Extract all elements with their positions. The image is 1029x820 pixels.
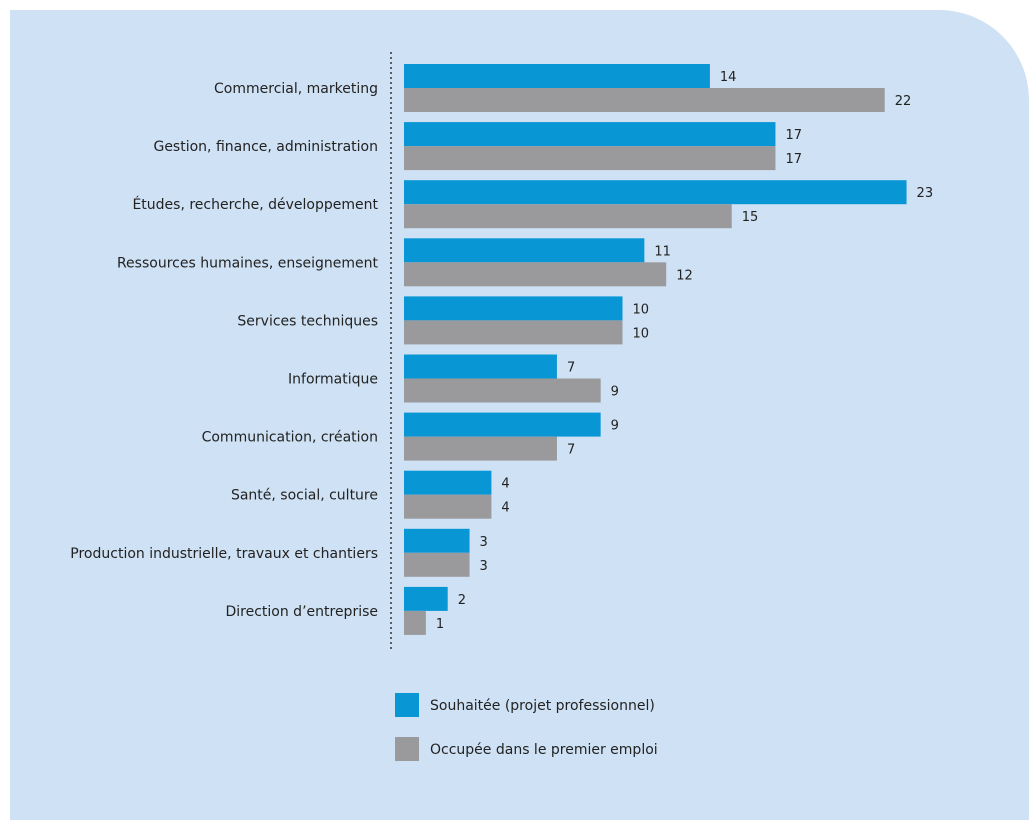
chart-panel: Commercial, marketing 14 22 Gestion, financ… [10, 10, 1029, 820]
bar-occupied [404, 552, 470, 577]
bar-wished [404, 296, 623, 321]
bar-occupied [404, 320, 623, 345]
bar-wished [404, 122, 776, 147]
category-label: Études, recherche, développement [132, 196, 378, 213]
bar-wished [404, 586, 448, 611]
bar-occupied [404, 494, 492, 519]
data-label-occupied: 4 [501, 501, 509, 516]
bar-wished [404, 64, 710, 88]
category-label: Ressources humaines, enseignement [117, 255, 379, 271]
category-label: Santé, social, culture [231, 488, 378, 504]
bar-wished [404, 180, 907, 205]
bar-occupied [404, 146, 776, 171]
data-label-occupied: 17 [785, 152, 802, 167]
bar-wished [404, 412, 601, 437]
data-label-wished: 2 [458, 593, 466, 608]
bar-wished [404, 354, 557, 379]
data-label-occupied: 15 [742, 210, 759, 225]
legend-swatch-wished [395, 693, 419, 717]
bar-wished [404, 528, 470, 553]
bar-occupied [404, 610, 426, 635]
bar-occupied [404, 88, 885, 112]
data-label-wished: 10 [633, 302, 650, 317]
bar-wished [404, 238, 645, 263]
data-label-occupied: 7 [567, 443, 575, 458]
data-label-occupied: 10 [633, 326, 650, 341]
data-label-wished: 9 [611, 419, 619, 434]
category-label: Communication, création [202, 430, 378, 446]
legend-label-wished: Souhaitée (projet professionnel) [430, 698, 655, 714]
data-label-wished: 4 [501, 477, 509, 492]
category-label: Gestion, finance, administration [153, 139, 378, 155]
legend-swatch-occupied [395, 737, 419, 761]
bar-occupied [404, 378, 601, 403]
bar-wished [404, 470, 492, 495]
data-label-occupied: 1 [436, 617, 444, 632]
category-label: Direction d’entreprise [225, 604, 378, 620]
data-label-wished: 23 [917, 186, 934, 201]
category-label: Services techniques [237, 313, 378, 329]
data-label-occupied: 22 [895, 94, 912, 109]
bar-occupied [404, 204, 732, 229]
data-label-occupied: 3 [480, 559, 488, 574]
bar-occupied [404, 262, 667, 287]
data-label-wished: 14 [720, 70, 737, 85]
data-label-wished: 3 [480, 535, 488, 550]
data-label-wished: 17 [785, 128, 802, 143]
category-label: Production industrielle, travaux et chan… [70, 546, 378, 562]
category-label: Informatique [288, 372, 378, 388]
data-label-occupied: 12 [676, 268, 693, 283]
category-label: Commercial, marketing [214, 81, 378, 97]
bars-group [404, 64, 907, 635]
data-label-occupied: 9 [611, 385, 619, 400]
bar-occupied [404, 436, 557, 461]
data-label-wished: 11 [654, 244, 671, 259]
data-label-wished: 7 [567, 361, 575, 376]
legend: Souhaitée (projet professionnel) Occupée… [395, 693, 658, 761]
legend-label-occupied: Occupée dans le premier emploi [430, 742, 658, 758]
